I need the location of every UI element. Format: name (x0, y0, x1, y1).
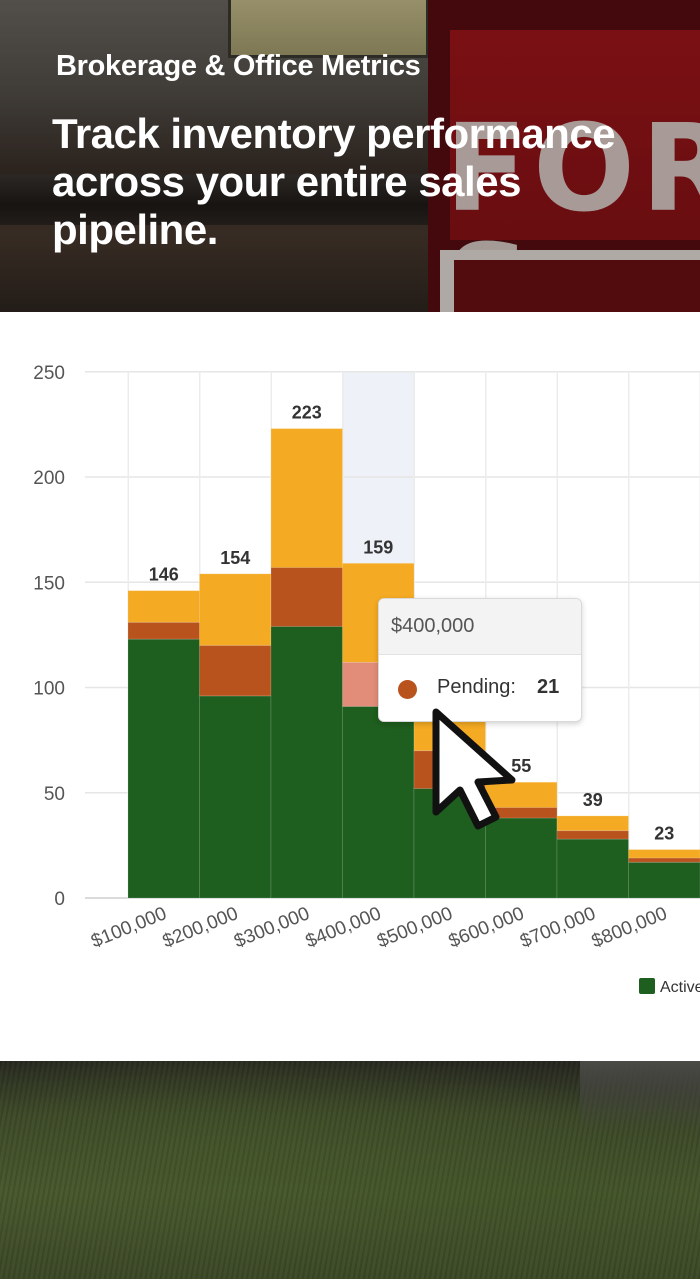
hero-banner: FOR S Brokerage & Office Metrics Track i… (0, 0, 700, 312)
y-tick-label: 100 (33, 679, 65, 700)
bar-segment (556, 838, 629, 899)
legend-label-active: Active (660, 979, 700, 996)
bar-total-label: 39 (583, 790, 603, 810)
y-tick-label: 0 (54, 889, 65, 910)
x-tick-label: $200,000 (160, 903, 241, 952)
bar-segment (556, 815, 629, 832)
tooltip-title: $400,000 (379, 599, 581, 655)
bar-total-label: 159 (363, 537, 393, 557)
y-tick-label: 200 (33, 468, 65, 489)
bar-total-label: 23 (654, 824, 674, 844)
hero-overlay (0, 0, 700, 312)
chart-container: 0 50 100 150 200 250 146 $100,000 154 $200,000 223… (12, 342, 700, 1007)
tooltip-series-label: Pending: (437, 676, 516, 698)
bar-segment (628, 861, 700, 899)
bar-segment (199, 644, 272, 697)
bar-total-label: 55 (511, 756, 531, 776)
bar-segment (270, 567, 343, 627)
bar-segment (628, 849, 700, 859)
bar-total-label: 146 (149, 565, 179, 585)
bar-segment (485, 817, 558, 899)
bar-segment (199, 573, 272, 646)
x-tick-label: $800,000 (589, 903, 670, 952)
chart-card: 0 50 100 150 200 250 146 $100,000 154 $200,000 223… (0, 312, 700, 1061)
y-tick-label: 50 (44, 784, 65, 805)
chart-tooltip: $400,000 Pending: 21 (378, 598, 582, 722)
y-tick-label: 250 (33, 363, 65, 384)
bar-segment (127, 638, 200, 899)
x-tick-label: $500,000 (374, 903, 455, 952)
x-tick-label: $600,000 (446, 903, 527, 952)
x-tick-label: $100,000 (88, 903, 169, 952)
hero-window-image (228, 0, 429, 58)
bar-segment (342, 705, 415, 899)
bar-segment (127, 590, 200, 623)
for-sale-sign-border (440, 250, 700, 312)
legend-swatch-active (639, 978, 655, 994)
price-distribution-chart: 0 50 100 150 200 250 146 $100,000 154 $200,000 223… (33, 363, 700, 996)
mouse-pointer-icon (432, 708, 516, 830)
hero-headline: Track inventory performance across your … (52, 110, 616, 253)
bar-segment (628, 857, 700, 863)
tooltip-series-dot-icon (398, 680, 417, 699)
bar-segment (270, 625, 343, 899)
bar-total-label: 223 (292, 403, 322, 423)
x-tick-label: $300,000 (231, 903, 312, 952)
for-sale-sign-panel (450, 30, 700, 240)
lawn-shadow (580, 1061, 700, 1131)
lawn-image (0, 1061, 700, 1279)
x-tick-label: $700,000 (517, 903, 598, 952)
bar-segment (199, 695, 272, 899)
bar-total-label: 154 (220, 548, 250, 568)
x-tick-label: $400,000 (303, 903, 384, 952)
bar-segment (556, 830, 629, 840)
bar-segment (270, 428, 343, 569)
tooltip-row: Pending: 21 (379, 655, 581, 721)
y-tick-label: 150 (33, 573, 65, 594)
bar-segment (127, 621, 200, 640)
tooltip-series-value: 21 (537, 676, 560, 698)
hero-shelf-image (0, 175, 430, 225)
hero-kicker: Brokerage & Office Metrics (56, 50, 421, 82)
